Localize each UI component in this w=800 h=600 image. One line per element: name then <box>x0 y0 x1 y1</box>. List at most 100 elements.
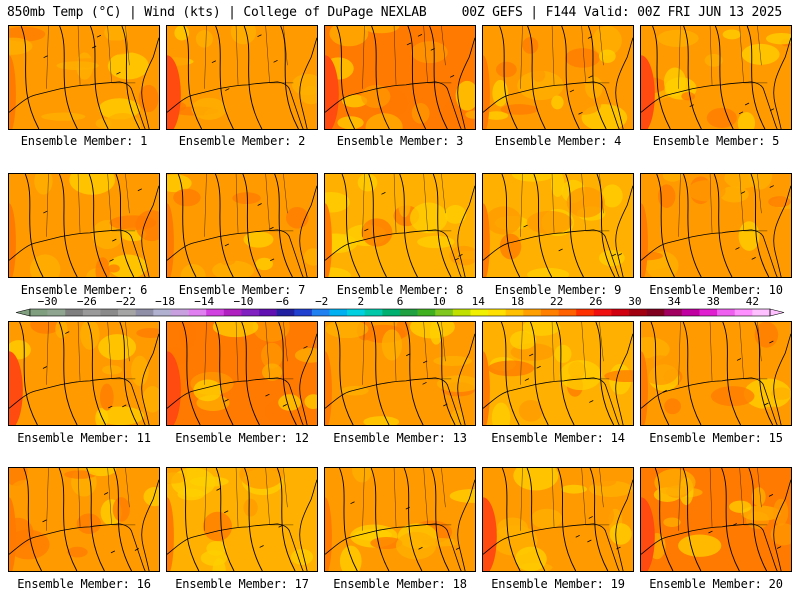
temperature-map <box>641 174 791 277</box>
colorbar-swatch <box>611 309 630 316</box>
ensemble-panel <box>482 25 634 130</box>
ensemble-panel <box>8 467 160 572</box>
colorbar-swatch <box>452 309 471 316</box>
colorbar-swatch <box>576 309 595 316</box>
colorbar-tick-label: 6 <box>397 295 404 308</box>
colorbar-swatch <box>523 309 542 316</box>
colorbar-swatch <box>382 309 401 316</box>
colorbar-swatch <box>118 309 137 316</box>
colorbar-tick-label: −10 <box>233 295 253 308</box>
colorbar-swatch <box>752 309 771 316</box>
ensemble-member-label: Ensemble Member: 11 <box>17 431 151 445</box>
colorbar-low-arrow <box>15 308 31 317</box>
colorbar-swatch <box>470 309 489 316</box>
ensemble-member-label: Ensemble Member: 16 <box>17 577 151 591</box>
colorbar-swatch <box>311 309 330 316</box>
ensemble-member-label: Ensemble Member: 3 <box>336 134 464 148</box>
colorbar-tick-label: 38 <box>707 295 720 308</box>
colorbar-tick-label: −6 <box>276 295 289 308</box>
colorbar-swatch <box>488 309 507 316</box>
temperature-map <box>167 174 317 277</box>
ensemble-panel <box>482 467 634 572</box>
ensemble-panel <box>8 321 160 426</box>
ensemble-member-label: Ensemble Member: 14 <box>491 431 625 445</box>
colorbar-swatch <box>699 309 718 316</box>
colorbar-swatch <box>259 309 277 316</box>
ensemble-panel <box>640 25 792 130</box>
ensemble-member-label: Ensemble Member: 5 <box>652 134 780 148</box>
colorbar-swatch <box>734 309 753 316</box>
temperature-map <box>9 468 159 571</box>
colorbar-tick-label: 26 <box>589 295 602 308</box>
colorbar-swatch <box>170 309 189 316</box>
colorbar-tick-label: −18 <box>155 295 175 308</box>
ensemble-panel <box>324 321 476 426</box>
ensemble-member-label: Ensemble Member: 8 <box>336 283 464 297</box>
colorbar-tick-label: −22 <box>116 295 136 308</box>
colorbar-tick-label: 10 <box>433 295 446 308</box>
temperature-map <box>325 468 475 571</box>
temperature-map <box>483 468 633 571</box>
ensemble-member-label: Ensemble Member: 20 <box>649 577 783 591</box>
colorbar-tick-label: 34 <box>667 295 681 308</box>
ensemble-member-label: Ensemble Member: 6 <box>20 283 148 297</box>
ensemble-member-label: Ensemble Member: 1 <box>20 134 148 148</box>
colorbar-swatch <box>540 309 559 316</box>
colorbar-swatch <box>347 309 366 316</box>
colorbar-swatch <box>629 309 647 316</box>
ensemble-member-label: Ensemble Member: 12 <box>175 431 309 445</box>
ensemble-panel <box>324 25 476 130</box>
temperature-map <box>483 26 633 129</box>
ensemble-member-label: Ensemble Member: 15 <box>649 431 783 445</box>
temperature-map <box>641 322 791 425</box>
colorbar-tick-label: 42 <box>746 295 759 308</box>
colorbar-swatch <box>206 309 225 316</box>
temperature-map <box>483 322 633 425</box>
colorbar-tick-label: −14 <box>194 295 214 308</box>
colorbar-swatch <box>47 309 66 316</box>
temperature-map <box>9 322 159 425</box>
ensemble-member-label: Ensemble Member: 7 <box>178 283 306 297</box>
colorbar-high-arrow <box>769 308 785 317</box>
colorbar-swatch <box>276 309 295 316</box>
colorbar-swatch <box>188 309 207 316</box>
colorbar-swatch <box>646 309 665 316</box>
temperature-map <box>167 468 317 571</box>
colorbar-swatch <box>65 309 84 316</box>
colorbar-swatch <box>100 309 119 316</box>
temperature-map <box>325 322 475 425</box>
colorbar-tick-label: 2 <box>357 295 364 308</box>
ensemble-panel <box>324 467 476 572</box>
ensemble-member-label: Ensemble Member: 9 <box>494 283 622 297</box>
ensemble-member-label: Ensemble Member: 18 <box>333 577 467 591</box>
colorbar-swatch <box>223 309 242 316</box>
colorbar-tick-label: −30 <box>38 295 58 308</box>
temperature-map <box>325 26 475 129</box>
temperature-map <box>167 322 317 425</box>
ensemble-panel <box>166 467 318 572</box>
ensemble-panel <box>166 25 318 130</box>
temperature-colorbar: −30 −26 −22 −18 −14 −10 −6 −2 2 6 10 14 18 22 26 30 34 38… <box>15 295 785 317</box>
ensemble-panel <box>8 25 160 130</box>
ensemble-member-label: Ensemble Member: 2 <box>178 134 306 148</box>
colorbar-swatch <box>329 309 348 316</box>
ensemble-member-label: Ensemble Member: 10 <box>649 283 783 297</box>
temperature-map <box>483 174 633 277</box>
ensemble-member-label: Ensemble Member: 19 <box>491 577 625 591</box>
colorbar-swatch <box>435 309 454 316</box>
ensemble-member-label: Ensemble Member: 13 <box>333 431 467 445</box>
temperature-map <box>641 26 791 129</box>
ensemble-panel <box>640 467 792 572</box>
colorbar-swatch <box>505 309 524 316</box>
ensemble-panel <box>166 173 318 278</box>
ensemble-panel <box>8 173 160 278</box>
colorbar-tick-label: −2 <box>315 295 328 308</box>
temperature-map <box>9 174 159 277</box>
temperature-map <box>167 26 317 129</box>
colorbar-swatch <box>135 309 154 316</box>
colorbar-tick-label: 30 <box>628 295 641 308</box>
ensemble-panel <box>482 173 634 278</box>
colorbar-swatch <box>82 309 101 316</box>
colorbar-swatch <box>558 309 577 316</box>
colorbar-swatch <box>241 309 260 316</box>
